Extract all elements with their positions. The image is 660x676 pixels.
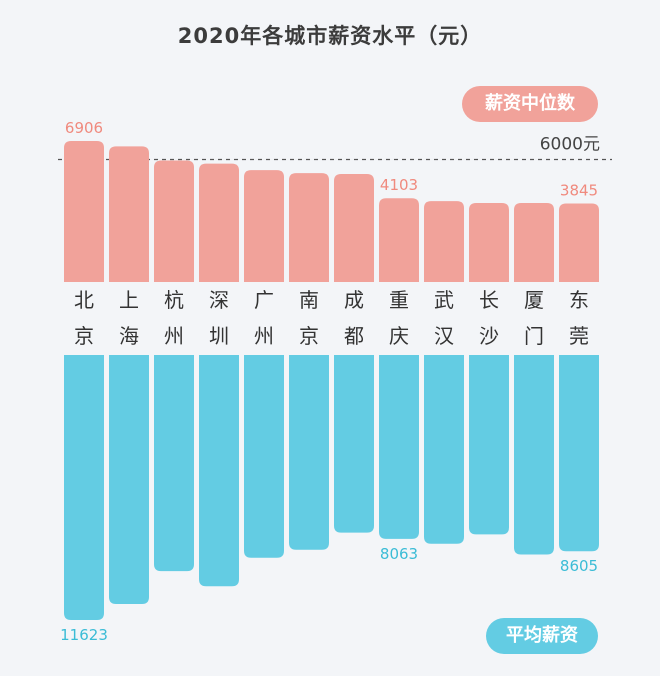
bar-average-4 <box>244 355 284 558</box>
city-label-9-b: 沙 <box>479 324 499 348</box>
bar-average-9 <box>469 355 509 535</box>
city-label-4-b: 州 <box>254 324 274 348</box>
bar-average-6 <box>334 355 374 533</box>
city-label-11-b: 莞 <box>569 324 589 348</box>
average-value-label-11: 8605 <box>560 557 598 575</box>
city-label-0-b: 京 <box>74 324 94 348</box>
city-label-3-b: 圳 <box>209 324 229 348</box>
bar-median-3 <box>199 163 239 282</box>
city-label-1-a: 上 <box>119 288 139 312</box>
bar-median-6 <box>334 173 374 282</box>
median-value-label-0: 6906 <box>65 119 103 137</box>
city-label-8-a: 武 <box>434 288 454 312</box>
bar-median-7 <box>379 198 419 282</box>
chart-title: 2020年各城市薪资水平（元） <box>177 24 483 48</box>
bar-median-1 <box>109 146 149 282</box>
city-label-6-b: 都 <box>344 324 364 348</box>
bar-median-11 <box>559 203 599 282</box>
city-label-11-a: 东 <box>569 288 589 312</box>
average-value-label-0: 11623 <box>60 626 108 644</box>
city-label-2-b: 州 <box>164 324 184 348</box>
bar-average-8 <box>424 355 464 544</box>
city-label-0-a: 北 <box>74 288 94 312</box>
city-label-8-b: 汉 <box>434 324 454 348</box>
bar-median-8 <box>424 201 464 282</box>
median-value-label-7: 4103 <box>380 176 418 194</box>
city-label-7-b: 庆 <box>389 324 409 348</box>
legend-average-salary: 平均薪资 <box>486 618 598 654</box>
bar-average-2 <box>154 355 194 572</box>
bar-median-2 <box>154 160 194 282</box>
city-label-3-a: 深 <box>209 288 229 312</box>
city-label-7-a: 重 <box>389 288 409 312</box>
bar-median-10 <box>514 202 554 282</box>
city-label-10-b: 门 <box>524 324 544 348</box>
average-value-label-7: 8063 <box>380 545 418 563</box>
legend-median-salary: 薪资中位数 <box>462 86 598 122</box>
city-label-5-a: 南 <box>299 288 319 312</box>
bar-average-7 <box>379 355 419 539</box>
city-label-1-b: 海 <box>119 324 139 348</box>
bar-median-4 <box>244 170 284 282</box>
bar-average-0 <box>64 355 104 620</box>
bar-average-5 <box>289 355 329 550</box>
bar-median-9 <box>469 202 509 282</box>
bar-average-10 <box>514 355 554 555</box>
city-label-9-a: 长 <box>479 288 499 312</box>
city-label-2-a: 杭 <box>164 288 184 312</box>
bar-average-3 <box>199 355 239 587</box>
bar-median-0 <box>64 141 104 282</box>
city-label-4-a: 广 <box>254 288 274 312</box>
city-label-5-b: 京 <box>299 324 319 348</box>
bar-median-5 <box>289 173 329 282</box>
city-label-6-a: 成 <box>344 288 364 312</box>
reference-line-label: 6000元 <box>540 134 600 154</box>
bar-average-1 <box>109 355 149 604</box>
median-value-label-11: 3845 <box>560 181 598 199</box>
city-label-10-a: 厦 <box>524 288 544 312</box>
bar-average-11 <box>559 355 599 552</box>
